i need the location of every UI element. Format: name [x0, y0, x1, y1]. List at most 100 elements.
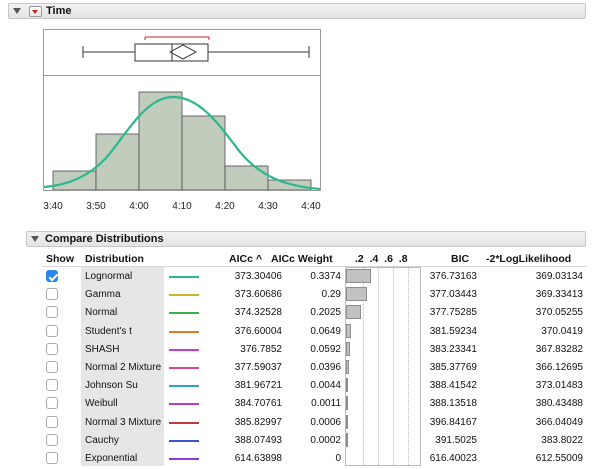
distribution-color-swatch: [169, 294, 199, 297]
aicc-weight-value: 0.29: [321, 289, 341, 301]
aicc-weight-value: 0.0002: [310, 434, 341, 446]
axis-tick: 4:10: [172, 201, 192, 212]
show-checkbox[interactable]: [46, 379, 58, 392]
show-checkbox[interactable]: [46, 415, 58, 428]
table-row: Normal 3 Mixture 385.82997 0.0006 396.84167…: [42, 414, 583, 432]
time-outline-header[interactable]: Time: [8, 3, 586, 19]
distribution-name: Normal 2 Mixture: [85, 362, 162, 373]
disclosure-triangle-icon[interactable]: [13, 8, 21, 14]
table-row: Student's t 376.60004 0.0649 381.59234 370.0…: [42, 323, 583, 341]
bic-value: 376.73163: [429, 271, 477, 282]
distribution-color-swatch: [169, 348, 199, 351]
loglik-value: 369.03134: [535, 271, 583, 282]
loglik-value: 367.83282: [535, 343, 583, 355]
bic-value: 388.13518: [429, 398, 477, 410]
aicc-value: 376.7852: [240, 343, 282, 355]
histogram-bar: [224, 165, 269, 191]
lognormal-fit-curve: [43, 95, 321, 191]
aicc-value: 374.32528: [234, 307, 282, 319]
distribution-name: Weibull: [85, 398, 118, 410]
aicc-weight-bar: [346, 305, 361, 320]
aicc-weight-value: 0.0396: [310, 362, 341, 373]
distribution-name: Student's t: [85, 325, 132, 337]
disclosure-triangle-icon[interactable]: [31, 236, 39, 242]
histogram: [43, 75, 321, 191]
header-divider: [42, 266, 587, 267]
loglik-value: 369.33413: [535, 289, 583, 301]
show-checkbox[interactable]: [46, 342, 58, 355]
show-checkbox[interactable]: [46, 433, 58, 446]
aicc-weight-bar: [346, 414, 348, 429]
weight-gridline: [363, 268, 364, 465]
aicc-value: 388.07493: [234, 434, 282, 446]
loglik-value: 612.55009: [535, 453, 583, 464]
table-row: Exponential 614.63898 0 616.40023 612.55009: [42, 450, 583, 468]
distribution-column-background: [81, 267, 164, 466]
distribution-color-swatch: [169, 385, 199, 388]
show-checkbox[interactable]: [46, 397, 58, 410]
col-header-aicc-weight: AICc Weight: [271, 253, 333, 265]
bic-value: 616.40023: [429, 453, 477, 464]
col-header-aicc[interactable]: AICc ^: [229, 253, 262, 265]
aicc-weight-value: 0.2025: [310, 307, 341, 319]
loglik-value: 366.04049: [535, 416, 583, 428]
aicc-value: 381.96721: [234, 380, 282, 392]
distribution-color-swatch: [169, 403, 199, 406]
sort-ascending-icon: ^: [255, 253, 262, 265]
aicc-weight-bar: [346, 432, 348, 447]
distribution-name: Normal 3 Mixture: [85, 416, 162, 428]
aicc-value: 385.82997: [234, 416, 282, 428]
mean-diamond: [168, 44, 198, 60]
axis-tick: 3:40: [43, 201, 63, 212]
show-checkbox[interactable]: [46, 361, 58, 373]
show-checkbox[interactable]: [46, 452, 58, 464]
aicc-label: AICc: [229, 253, 253, 265]
axis-tick: 4:20: [215, 201, 235, 212]
compare-distributions-header[interactable]: Compare Distributions: [26, 231, 586, 247]
red-triangle-menu-icon[interactable]: [29, 6, 42, 17]
table-row: Johnson Su 381.96721 0.0044 388.41542 373.01…: [42, 377, 583, 395]
histogram-graphic: [43, 91, 321, 191]
bic-value: 385.37769: [429, 362, 477, 373]
distribution-color-swatch: [169, 367, 199, 369]
distribution-color-swatch: [169, 330, 199, 333]
aicc-weight-bar: [346, 287, 368, 302]
show-checkbox[interactable]: [46, 306, 58, 319]
distribution-name: Lognormal: [85, 271, 133, 282]
aicc-weight-bar: [346, 378, 348, 393]
weight-axis-labels: .2 .4 .6 .8: [355, 253, 408, 265]
aicc-value: 373.30406: [234, 271, 282, 282]
loglik-value: 373.01483: [535, 380, 583, 392]
show-checkbox[interactable]: [46, 270, 58, 282]
show-checkbox[interactable]: [46, 288, 58, 301]
distribution-name: SHASH: [85, 343, 120, 355]
compare-distributions-title: Compare Distributions: [45, 233, 164, 245]
show-checkbox[interactable]: [46, 324, 58, 337]
col-header-show: Show: [46, 253, 74, 265]
loglik-value: 366.12695: [535, 362, 583, 373]
axis-tick: 4:00: [129, 201, 149, 212]
box-plot: [43, 29, 321, 76]
axis-tick: 3:50: [86, 201, 106, 212]
aicc-weight-value: 0.0592: [310, 343, 341, 355]
loglik-value: 370.05255: [535, 307, 583, 319]
distribution-name: Normal: [85, 307, 118, 319]
aicc-weight-bar: [346, 341, 351, 356]
loglik-value: 380.43488: [535, 398, 583, 410]
distribution-name: Johnson Su: [85, 380, 138, 392]
bic-value: 377.03443: [429, 289, 477, 301]
aicc-weight-value: 0.3374: [310, 271, 341, 282]
col-header-loglik: -2*LogLikelihood: [486, 253, 572, 265]
aicc-weight-bar: [346, 360, 349, 374]
distribution-name: Exponential: [85, 453, 138, 464]
aicc-value: 614.63898: [234, 453, 282, 464]
aicc-weight-value: 0: [335, 453, 341, 464]
table-row: Cauchy 388.07493 0.0002 391.5025 383.8022: [42, 432, 583, 450]
table-row: Normal 2 Mixture 377.59037 0.0396 385.37769…: [42, 359, 583, 377]
histogram-bar: [138, 91, 183, 191]
table-row: Gamma 373.60686 0.29 377.03443 369.33413: [42, 286, 583, 304]
distribution-name: Gamma: [85, 289, 121, 301]
axis-tick: 4:40: [301, 201, 321, 212]
distribution-color-swatch: [169, 439, 199, 442]
aicc-weight-value: 0.0006: [310, 416, 341, 428]
